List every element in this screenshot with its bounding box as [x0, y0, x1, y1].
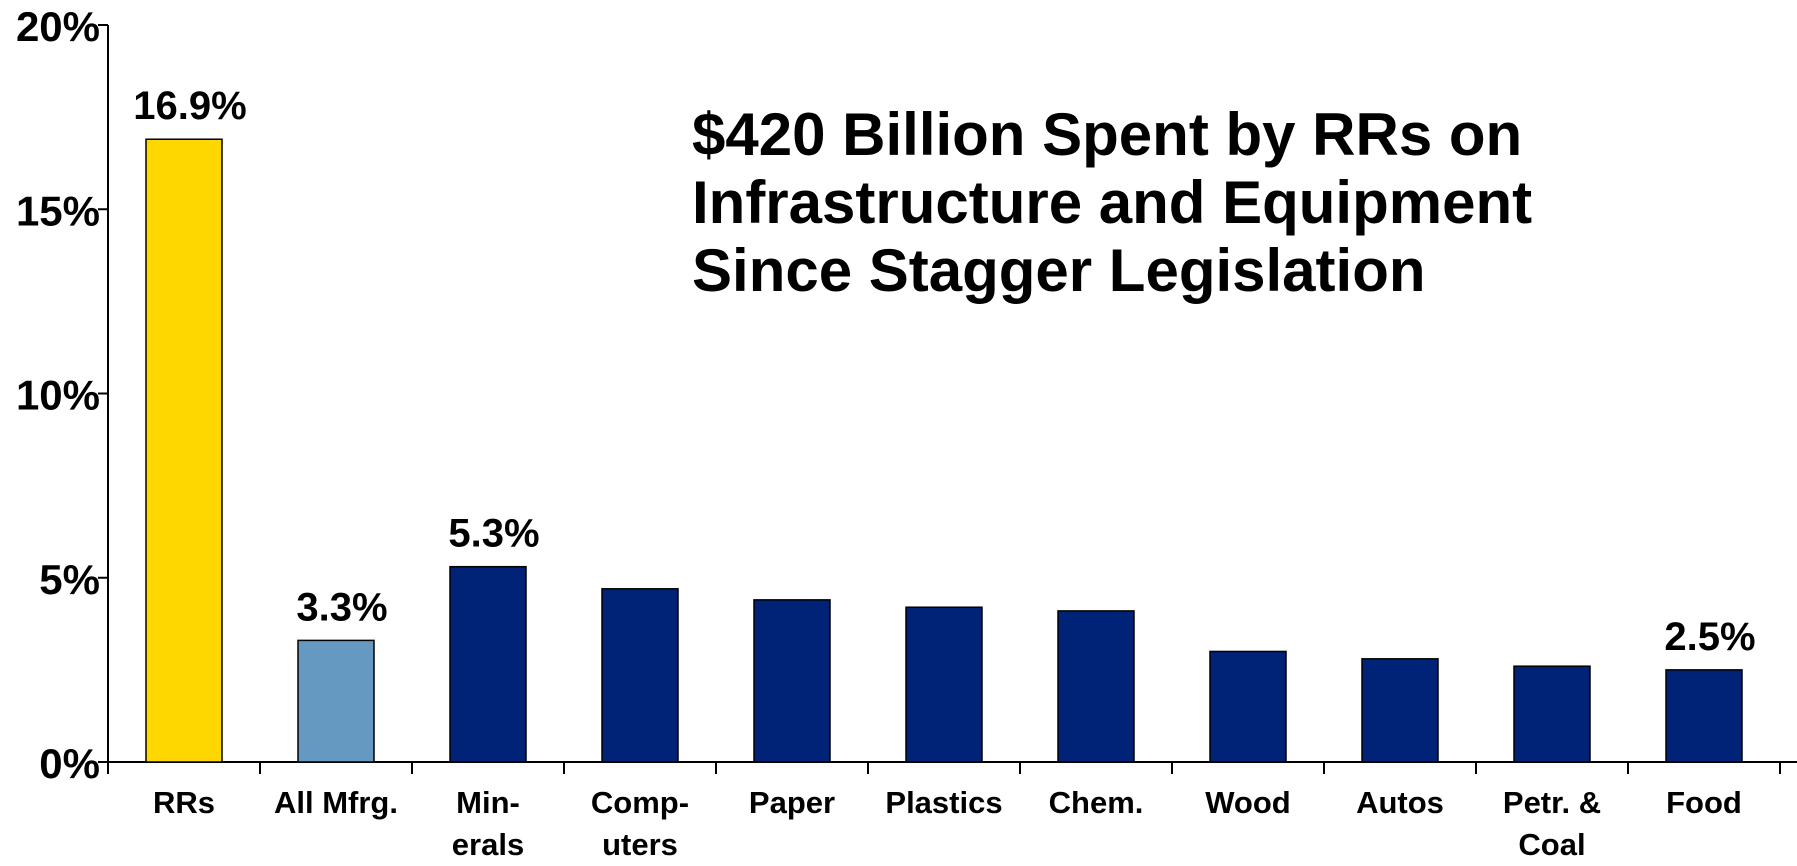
chart-title: $420 Billion Spent by RRs onInfrastructu…	[692, 101, 1532, 304]
bars	[145, 138, 1743, 763]
bar	[753, 599, 831, 763]
data-label: 16.9%	[133, 84, 246, 128]
x-tick-label: Petr. & Coal	[1503, 785, 1601, 861]
x-tick-label: Comp-uters	[591, 785, 689, 861]
bar	[601, 588, 679, 763]
chart-title-line: $420 Billion Spent by RRs on	[692, 101, 1522, 168]
bar	[297, 639, 375, 763]
x-axis: RRs All Mfrg. Min-erals Comp-uters Paper Plas…	[107, 761, 1797, 862]
bar	[145, 138, 223, 763]
chart-title-line: Infrastructure and Equipment	[692, 169, 1532, 236]
x-tick-label: Paper	[749, 785, 835, 820]
bar	[905, 606, 983, 763]
bar	[1057, 610, 1135, 763]
data-label: 2.5%	[1664, 615, 1755, 659]
y-tick-label: 15%	[16, 187, 100, 234]
y-tick-label: 20%	[16, 3, 100, 50]
y-tick-label: 0%	[39, 740, 100, 787]
x-tick-label: Wood	[1205, 785, 1291, 820]
data-label: 3.3%	[296, 585, 387, 629]
bar	[1209, 650, 1287, 763]
x-tick-label: Plastics	[885, 785, 1002, 820]
x-tick-label: Food	[1666, 785, 1742, 820]
x-tick-label: Autos	[1356, 785, 1444, 820]
x-tick-label: RRs	[153, 785, 215, 820]
chart-title-line: Since Stagger Legislation	[692, 237, 1426, 304]
bar	[449, 565, 527, 763]
y-axis: 0% 5% 10% 15% 20%	[16, 3, 109, 787]
data-labels: 16.9% 3.3% 5.3% 2.5%	[133, 84, 1755, 659]
data-label: 5.3%	[448, 512, 539, 556]
x-tick-label: Chem.	[1049, 785, 1144, 820]
x-tick-label: All Mfrg.	[274, 785, 398, 820]
bar	[1513, 665, 1591, 763]
bar	[1361, 658, 1439, 763]
x-tick-label: Min-erals	[452, 785, 524, 861]
bar	[1665, 669, 1743, 763]
y-tick-label: 5%	[39, 556, 100, 603]
y-tick-label: 10%	[16, 372, 100, 419]
